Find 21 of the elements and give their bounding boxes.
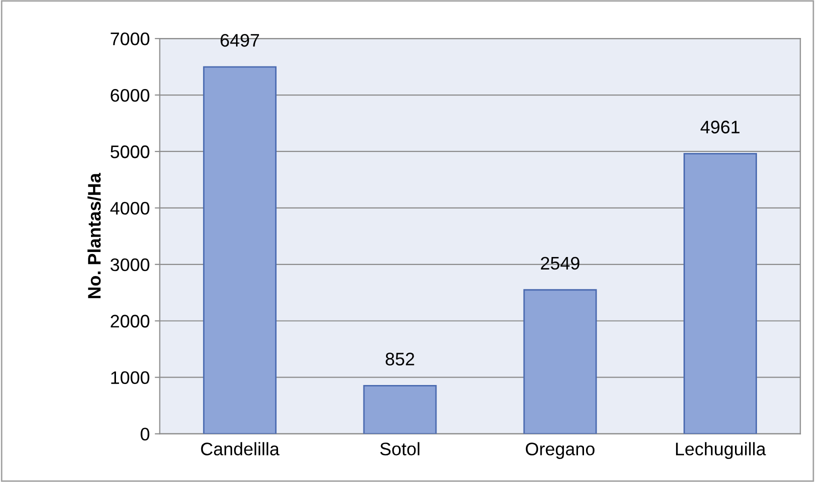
y-tick-label: 5000 xyxy=(110,145,150,158)
x-tick-label: Sotol xyxy=(380,442,420,456)
y-tick-label: 4000 xyxy=(110,202,150,215)
y-tick-label: 7000 xyxy=(110,32,150,46)
bar xyxy=(523,289,597,434)
y-tick-label: 2000 xyxy=(110,314,150,328)
data-label: 4961 xyxy=(700,120,740,134)
bar xyxy=(203,66,277,434)
y-tick-label: 6000 xyxy=(110,88,150,102)
bar xyxy=(363,385,437,434)
y-tick-label: 3000 xyxy=(110,258,150,272)
x-tick-label: Lechuguilla xyxy=(676,442,766,459)
data-label: 6497 xyxy=(220,34,259,47)
data-label: 2549 xyxy=(540,256,580,270)
y-axis-title: No. Plantas/Ha xyxy=(87,172,101,298)
data-label: 852 xyxy=(386,352,414,366)
x-tick-label: Oregano xyxy=(526,442,594,459)
y-tick-label: 0 xyxy=(140,428,150,441)
x-tick-label: Candelilla xyxy=(201,442,280,456)
y-tick-label: 1000 xyxy=(111,371,150,384)
bar xyxy=(684,152,757,434)
